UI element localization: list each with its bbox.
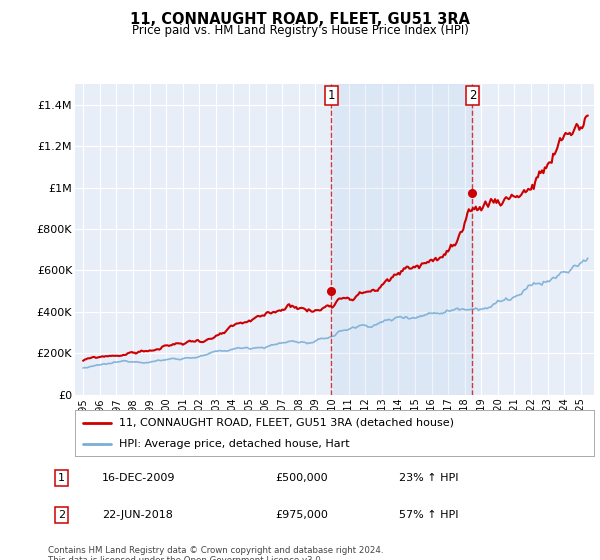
Text: 22-JUN-2018: 22-JUN-2018 (102, 510, 173, 520)
Text: 16-DEC-2009: 16-DEC-2009 (102, 473, 176, 483)
Text: 2: 2 (58, 510, 65, 520)
Text: 1: 1 (58, 473, 65, 483)
Text: 11, CONNAUGHT ROAD, FLEET, GU51 3RA: 11, CONNAUGHT ROAD, FLEET, GU51 3RA (130, 12, 470, 27)
Text: Price paid vs. HM Land Registry's House Price Index (HPI): Price paid vs. HM Land Registry's House … (131, 24, 469, 36)
Text: 2: 2 (469, 88, 476, 102)
Text: Contains HM Land Registry data © Crown copyright and database right 2024.
This d: Contains HM Land Registry data © Crown c… (48, 546, 383, 560)
Text: 23% ↑ HPI: 23% ↑ HPI (399, 473, 458, 483)
Text: £500,000: £500,000 (275, 473, 328, 483)
Text: HPI: Average price, detached house, Hart: HPI: Average price, detached house, Hart (119, 439, 350, 449)
Text: 11, CONNAUGHT ROAD, FLEET, GU51 3RA (detached house): 11, CONNAUGHT ROAD, FLEET, GU51 3RA (det… (119, 418, 454, 428)
Text: 57% ↑ HPI: 57% ↑ HPI (399, 510, 458, 520)
Text: 1: 1 (328, 88, 335, 102)
Bar (331, 84, 472, 395)
Text: £975,000: £975,000 (275, 510, 328, 520)
